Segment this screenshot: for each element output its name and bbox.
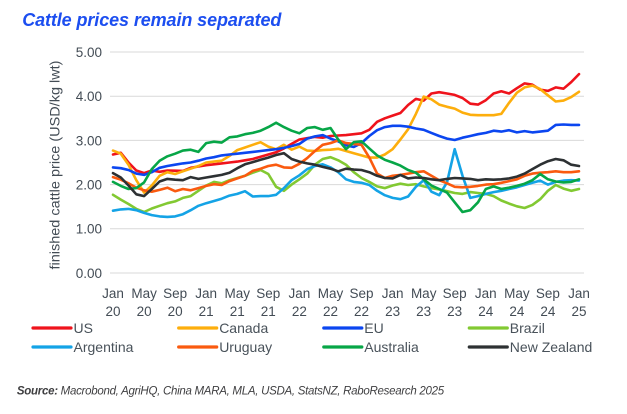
svg-text:Argentina: Argentina (74, 339, 134, 355)
svg-text:24: 24 (540, 304, 556, 319)
svg-text:20: 20 (105, 304, 120, 319)
svg-text:May: May (131, 286, 157, 301)
svg-text:20: 20 (137, 304, 152, 319)
svg-text:Jan: Jan (382, 286, 404, 301)
svg-text:22: 22 (323, 304, 338, 319)
svg-text:Sep: Sep (349, 286, 373, 301)
svg-text:20: 20 (168, 304, 183, 319)
svg-text:EU: EU (364, 320, 383, 336)
svg-text:25: 25 (571, 304, 586, 319)
svg-text:New Zealand: New Zealand (510, 339, 593, 355)
svg-text:21: 21 (261, 304, 276, 319)
svg-text:May: May (318, 286, 344, 301)
svg-text:0.00: 0.00 (76, 266, 102, 281)
svg-text:Uruguay: Uruguay (219, 339, 272, 355)
svg-text:21: 21 (199, 304, 214, 319)
svg-text:Sep: Sep (443, 286, 467, 301)
svg-text:22: 22 (354, 304, 369, 319)
svg-text:May: May (504, 286, 530, 301)
svg-text:Jan: Jan (475, 286, 497, 301)
svg-text:5.00: 5.00 (76, 45, 102, 60)
svg-text:21: 21 (230, 304, 245, 319)
svg-text:finished cattle price (USD/kg: finished cattle price (USD/kg lwt) (48, 61, 63, 270)
svg-text:May: May (225, 286, 251, 301)
svg-text:US: US (74, 320, 93, 336)
svg-text:2.00: 2.00 (76, 178, 102, 193)
svg-text:Jan: Jan (195, 286, 217, 301)
svg-text:22: 22 (292, 304, 307, 319)
svg-text:Sep: Sep (256, 286, 280, 301)
svg-text:23: 23 (416, 304, 431, 319)
svg-text:Jan: Jan (289, 286, 311, 301)
svg-text:1.00: 1.00 (76, 222, 102, 237)
svg-text:4.00: 4.00 (76, 89, 102, 104)
svg-text:Cattle prices remain separated: Cattle prices remain separated (22, 10, 282, 30)
svg-text:Sep: Sep (536, 286, 560, 301)
svg-text:Jan: Jan (568, 286, 590, 301)
svg-text:Sep: Sep (163, 286, 187, 301)
svg-text:Brazil: Brazil (510, 320, 545, 336)
svg-text:Australia: Australia (364, 339, 419, 355)
svg-text:3.00: 3.00 (76, 133, 102, 148)
svg-text:Canada: Canada (219, 320, 268, 336)
svg-text:24: 24 (509, 304, 525, 319)
svg-text:24: 24 (478, 304, 494, 319)
svg-text:23: 23 (385, 304, 400, 319)
svg-text:Jan: Jan (102, 286, 124, 301)
svg-text:Source: Macrobond, AgriHQ, Chi: Source: Macrobond, AgriHQ, China MARA, M… (17, 386, 445, 398)
svg-text:23: 23 (447, 304, 462, 319)
svg-text:May: May (411, 286, 437, 301)
